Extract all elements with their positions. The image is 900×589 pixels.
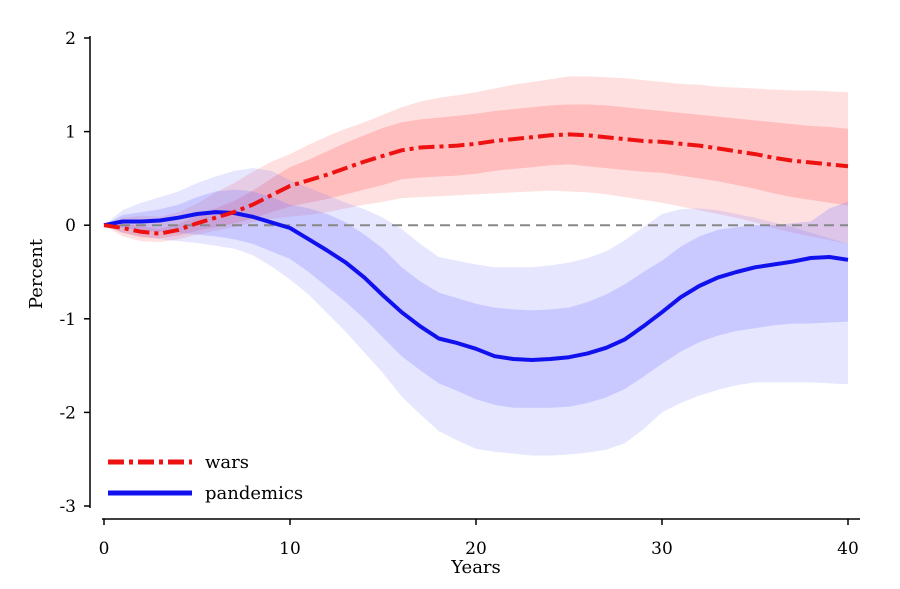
x-tick-label-10: 10 (279, 539, 301, 559)
x-tick-label-30: 30 (651, 539, 673, 559)
x-tick-label-40: 40 (837, 539, 859, 559)
wars-outer-band (104, 76, 848, 244)
legend-label-wars: wars (205, 452, 249, 473)
y-tick-label--1: -1 (59, 310, 76, 330)
legend-label-pandemics: pandemics (205, 483, 303, 504)
wars-line (103, 132, 849, 236)
y-tick-label--3: -3 (59, 497, 76, 517)
y-tick-label-0: 0 (65, 216, 76, 236)
y-tick-label-1: 1 (65, 123, 76, 143)
x-tick-label-20: 20 (465, 539, 487, 559)
series-lines (103, 132, 849, 362)
pandemics-outer-band (104, 168, 848, 456)
confidence-bands (104, 76, 848, 456)
x-tick-label-0: 0 (99, 539, 110, 559)
y-axis-title: Percent (26, 238, 47, 309)
legend: wars pandemics (108, 452, 303, 504)
y-tick-label-2: 2 (65, 29, 76, 49)
y-tick-label--2: -2 (59, 403, 76, 423)
pandemics-inner-band (104, 189, 848, 408)
x-axis-ticks: 0 10 20 30 40 (99, 519, 859, 559)
x-axis-title: Years (450, 557, 501, 578)
axes (89, 36, 860, 520)
y-axis-ticks: -3 -2 -1 0 1 2 (59, 29, 90, 517)
wars-inner-band (104, 104, 848, 239)
